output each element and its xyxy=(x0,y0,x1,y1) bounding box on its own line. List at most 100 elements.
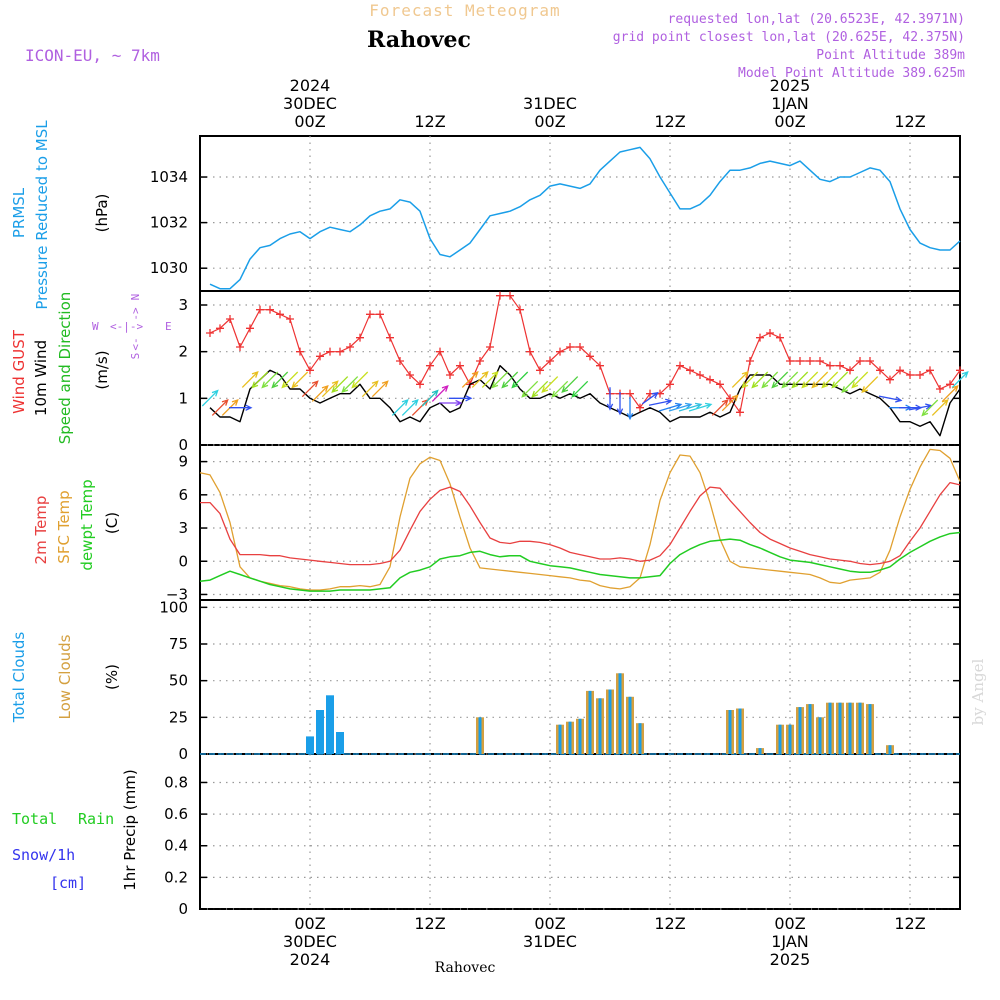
temp-2m-label: 2m Temp xyxy=(32,496,50,565)
wind-direction-arrow xyxy=(551,380,569,398)
wind-direction-arrow xyxy=(501,371,519,389)
precip-snow-label: Snow/1h xyxy=(12,846,75,864)
compass-n: N xyxy=(129,294,142,301)
total-cloud-bar xyxy=(316,710,324,754)
precip-tick-label: 0.2 xyxy=(164,868,188,886)
wind-direction-arrow xyxy=(461,370,479,388)
wind-direction-arrow xyxy=(821,371,839,389)
bottom-axis-year: 2024 xyxy=(290,950,331,969)
compass-n-arrow: -> xyxy=(129,307,142,321)
wind-direction-arrow xyxy=(241,370,259,388)
wind-direction-arrow xyxy=(931,398,949,416)
total-cloud-bar xyxy=(728,710,732,754)
gust-marker xyxy=(696,371,704,379)
precip-cm-label: [cm] xyxy=(50,874,86,892)
total-cloud-bar xyxy=(306,736,314,754)
gust-marker xyxy=(826,361,834,370)
gust-marker xyxy=(686,366,694,375)
gust-marker xyxy=(596,361,604,370)
total-cloud-bar xyxy=(568,721,572,754)
wind-direction-arrow xyxy=(571,380,589,398)
location-title: Rahovec xyxy=(367,27,471,53)
wind-direction-arrow xyxy=(301,380,319,398)
bottom-axis-date: 1JAN xyxy=(771,932,809,951)
gust-marker xyxy=(856,357,864,365)
total-cloud-bar xyxy=(858,702,862,754)
wind-direction-arrow xyxy=(421,389,439,407)
total-cloud-bar xyxy=(818,717,822,754)
gust-marker xyxy=(416,380,424,389)
total-cloud-bar xyxy=(618,673,622,754)
dewpt-line xyxy=(199,531,961,592)
gust-marker xyxy=(486,343,494,351)
bottom-axis-hour: 12Z xyxy=(654,914,685,933)
wind-unit: (m/s) xyxy=(93,350,111,389)
gust-marker xyxy=(956,366,964,375)
wind-direction-arrow xyxy=(648,398,673,406)
total-cloud-bar xyxy=(608,689,612,754)
cloud-tick-label: 0 xyxy=(178,745,188,763)
precip-panel-frame xyxy=(199,753,961,910)
pressure-tick-label: 1034 xyxy=(150,168,188,186)
gust-marker xyxy=(706,375,714,384)
total-cloud-bar xyxy=(588,690,592,754)
wind-direction-arrow xyxy=(281,371,299,389)
wind-direction-arrow xyxy=(721,394,739,412)
temp-tick-label: 6 xyxy=(178,486,188,504)
gust-marker xyxy=(926,366,934,375)
total-cloud-bar xyxy=(798,707,802,754)
wind-direction-arrow xyxy=(908,403,933,411)
wind-direction-arrow xyxy=(449,395,473,402)
gust-line xyxy=(209,295,961,413)
bottom-axis-hour: 12Z xyxy=(414,914,445,933)
wind-direction-arrow xyxy=(361,380,379,398)
wind-direction-arrow xyxy=(851,371,869,389)
wind-direction-arrow xyxy=(861,376,879,394)
total-cloud-bar xyxy=(638,723,642,754)
wind-direction-arrow xyxy=(251,371,269,389)
gust-marker xyxy=(556,347,564,356)
total-cloud-bar xyxy=(838,702,842,754)
pressure-panel-frame xyxy=(199,135,961,292)
gust-marker xyxy=(866,357,874,365)
top-axis-hour: 12Z xyxy=(654,112,685,131)
gust-marker xyxy=(746,357,754,365)
compass-w: W xyxy=(92,320,99,333)
wind-direction-arrow xyxy=(841,376,859,394)
gust-marker xyxy=(676,361,684,370)
compass-we-arrows: <-|-> xyxy=(110,320,143,333)
top-axis-hour: 12Z xyxy=(894,112,925,131)
wind-direction-arrow xyxy=(781,371,799,389)
total-cloud-bar xyxy=(808,704,812,754)
gust-marker xyxy=(776,333,784,342)
top-axis-date: 1JAN xyxy=(771,94,809,113)
gust-marker xyxy=(366,310,374,319)
gust-marker xyxy=(496,291,504,300)
wind-direction-arrow xyxy=(211,398,229,416)
gust-marker xyxy=(816,357,824,365)
gust-marker xyxy=(336,347,344,356)
wind-direction-arrow xyxy=(531,380,549,398)
top-axis-hour: 00Z xyxy=(294,112,325,131)
total-cloud-bar xyxy=(478,717,482,754)
top-axis-date: 30DEC xyxy=(283,94,337,113)
precip-axis-label: 1hr Precip (mm) xyxy=(121,769,139,890)
precip-tick-label: 0.8 xyxy=(164,773,188,791)
top-axis-hour: 00Z xyxy=(774,112,805,131)
total-cloud-bar xyxy=(888,745,892,754)
total-cloud-bar xyxy=(868,704,872,754)
compass-e: E xyxy=(165,320,172,333)
gust-marker xyxy=(346,343,354,351)
wind-tick-label: 2 xyxy=(178,343,188,361)
gust-marker xyxy=(836,361,844,370)
total-cloud-bar xyxy=(778,724,782,754)
gust-marker xyxy=(236,343,244,351)
pressure-line xyxy=(209,146,961,290)
grid-lines xyxy=(200,136,960,910)
wind-direction-arrow xyxy=(521,380,539,398)
cloud-total-label: Total Clouds xyxy=(10,632,28,724)
wind-direction-arrow xyxy=(771,371,789,389)
wind-direction-arrow xyxy=(481,370,499,388)
precip-rain-label: Rain xyxy=(78,810,114,828)
